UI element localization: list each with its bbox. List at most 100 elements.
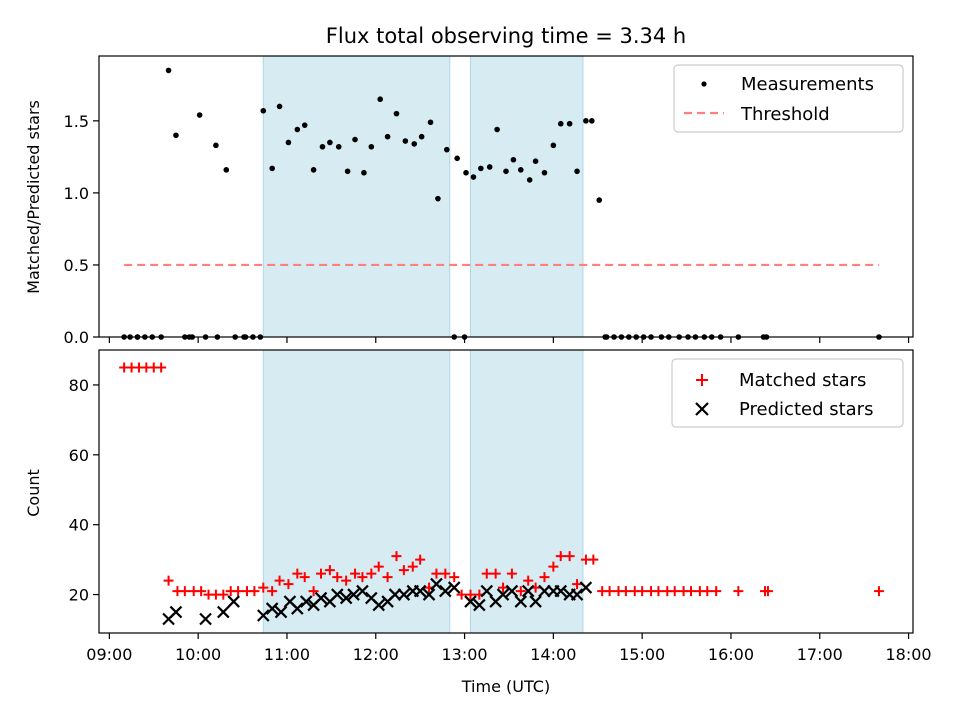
measurement-point: [310, 167, 317, 173]
predicted-star-point: [514, 595, 528, 608]
y-ticks: 20 40 60 80: [69, 376, 99, 605]
matched-star-point: [332, 572, 343, 583]
predicted-star-point: [331, 588, 344, 601]
matched-star-point: [431, 568, 442, 579]
measurement-point: [596, 197, 603, 203]
matched-star-point: [299, 572, 310, 583]
matched-star-point: [350, 568, 361, 579]
measurement-point: [319, 143, 326, 150]
legend-marker-measurements: [701, 81, 707, 87]
matched-star-point: [283, 579, 294, 590]
matched-star-point: [292, 568, 303, 579]
predicted-star-point: [521, 584, 535, 598]
measurement-point: [352, 136, 358, 143]
measurement-point: [368, 143, 375, 150]
measurement-point: [541, 169, 548, 176]
legend-label-threshold: Threshold: [740, 104, 830, 125]
y-tick-label: 60: [69, 446, 89, 465]
predicted-star-point: [169, 605, 183, 619]
predicted-star-point: [339, 591, 353, 605]
matched-star-point: [382, 572, 393, 583]
matched-star-point: [258, 582, 269, 593]
measurement-point: [478, 165, 484, 172]
plot-frame: [98, 349, 914, 634]
matched-star-point: [588, 554, 599, 565]
shaded-interval: [262, 349, 451, 634]
matched-star-point: [179, 586, 190, 597]
legend-plus-marker: [696, 374, 708, 386]
matched-star-point: [702, 586, 713, 597]
measurement-point: [165, 67, 172, 74]
measurement-point: [213, 142, 219, 149]
predicted-star-point: [217, 605, 230, 619]
measurement-point: [393, 110, 400, 117]
measurement-point: [503, 168, 509, 175]
measurement-point: [427, 119, 434, 126]
y-ticks: 0.0 0.5 1.0 1.5: [64, 112, 99, 347]
shaded-interval: [469, 55, 584, 338]
x-tick-label: 15:00: [619, 645, 665, 664]
observing-intervals: [262, 349, 584, 634]
measurement-point: [566, 120, 573, 127]
measurement-point: [418, 133, 425, 140]
measurement-point: [589, 118, 595, 124]
measurement-point: [260, 107, 267, 114]
matched-star-point: [267, 586, 278, 597]
predicted-star-point: [529, 595, 542, 608]
x-tick-label: 12:00: [353, 645, 399, 664]
matched-star-point: [249, 586, 260, 597]
x-ticks: 09:00 10:00 11:00 12:00 13:00 14:00 15:00 16:00…: [86, 633, 932, 664]
plot-frame: [98, 55, 914, 338]
predicted-star-point: [291, 602, 304, 615]
shaded-interval: [469, 349, 584, 634]
observing-intervals: [262, 55, 584, 338]
x-tick-label: 17:00: [797, 645, 843, 664]
measurement-point: [583, 118, 589, 124]
x-tick-label: 14:00: [530, 645, 576, 664]
matched-star-point: [324, 565, 335, 576]
y-tick-label: 80: [69, 376, 89, 395]
matched-star-point: [555, 551, 566, 562]
matched-star-point: [733, 586, 744, 597]
measurement-point: [294, 126, 301, 133]
matched-star-point: [449, 572, 460, 583]
measurement-point: [574, 168, 580, 175]
predicted-star-point: [413, 584, 427, 598]
y-tick-label: 40: [69, 516, 89, 535]
predicted-star-point: [422, 588, 436, 601]
predicted-star-point: [274, 605, 288, 619]
matched-star-point: [308, 586, 319, 597]
measurement-point: [285, 139, 292, 146]
predicted-star-point: [397, 588, 411, 601]
matched-star-point: [481, 568, 492, 579]
matched-star-point: [637, 586, 648, 597]
legend-box: [673, 64, 904, 133]
matched-star-point: [604, 586, 615, 597]
legend-label-measurements: Measurements: [741, 74, 874, 95]
matched-star-point: [415, 554, 426, 565]
measurement-point: [301, 122, 308, 128]
measurement-point: [454, 155, 460, 162]
y-tick-label: 0.5: [64, 256, 89, 275]
predicted-star-point: [570, 588, 584, 601]
y-tick-label: 1.0: [64, 184, 89, 203]
predicted-star-point: [199, 612, 212, 626]
matched-star-point: [341, 575, 352, 586]
predicted-star-point: [480, 584, 494, 598]
measurement-point: [532, 158, 539, 164]
measurement-point: [526, 177, 533, 183]
matched-star-point: [523, 575, 534, 586]
predicted-star-point: [496, 588, 510, 601]
matched-star-point: [669, 586, 680, 597]
matched-star-point: [407, 561, 418, 572]
matched-star-point: [498, 582, 509, 593]
matched-star-point: [456, 589, 467, 600]
matched-star-point: [762, 586, 773, 597]
matched-star-point: [548, 561, 559, 572]
measurement-point: [486, 164, 493, 170]
x-axis-label: Time (UTC): [461, 677, 550, 696]
measurement-point: [384, 133, 391, 140]
matched-star-point: [686, 586, 696, 597]
measurement-point: [470, 174, 477, 180]
x-tick-label: 09:00: [86, 645, 132, 664]
